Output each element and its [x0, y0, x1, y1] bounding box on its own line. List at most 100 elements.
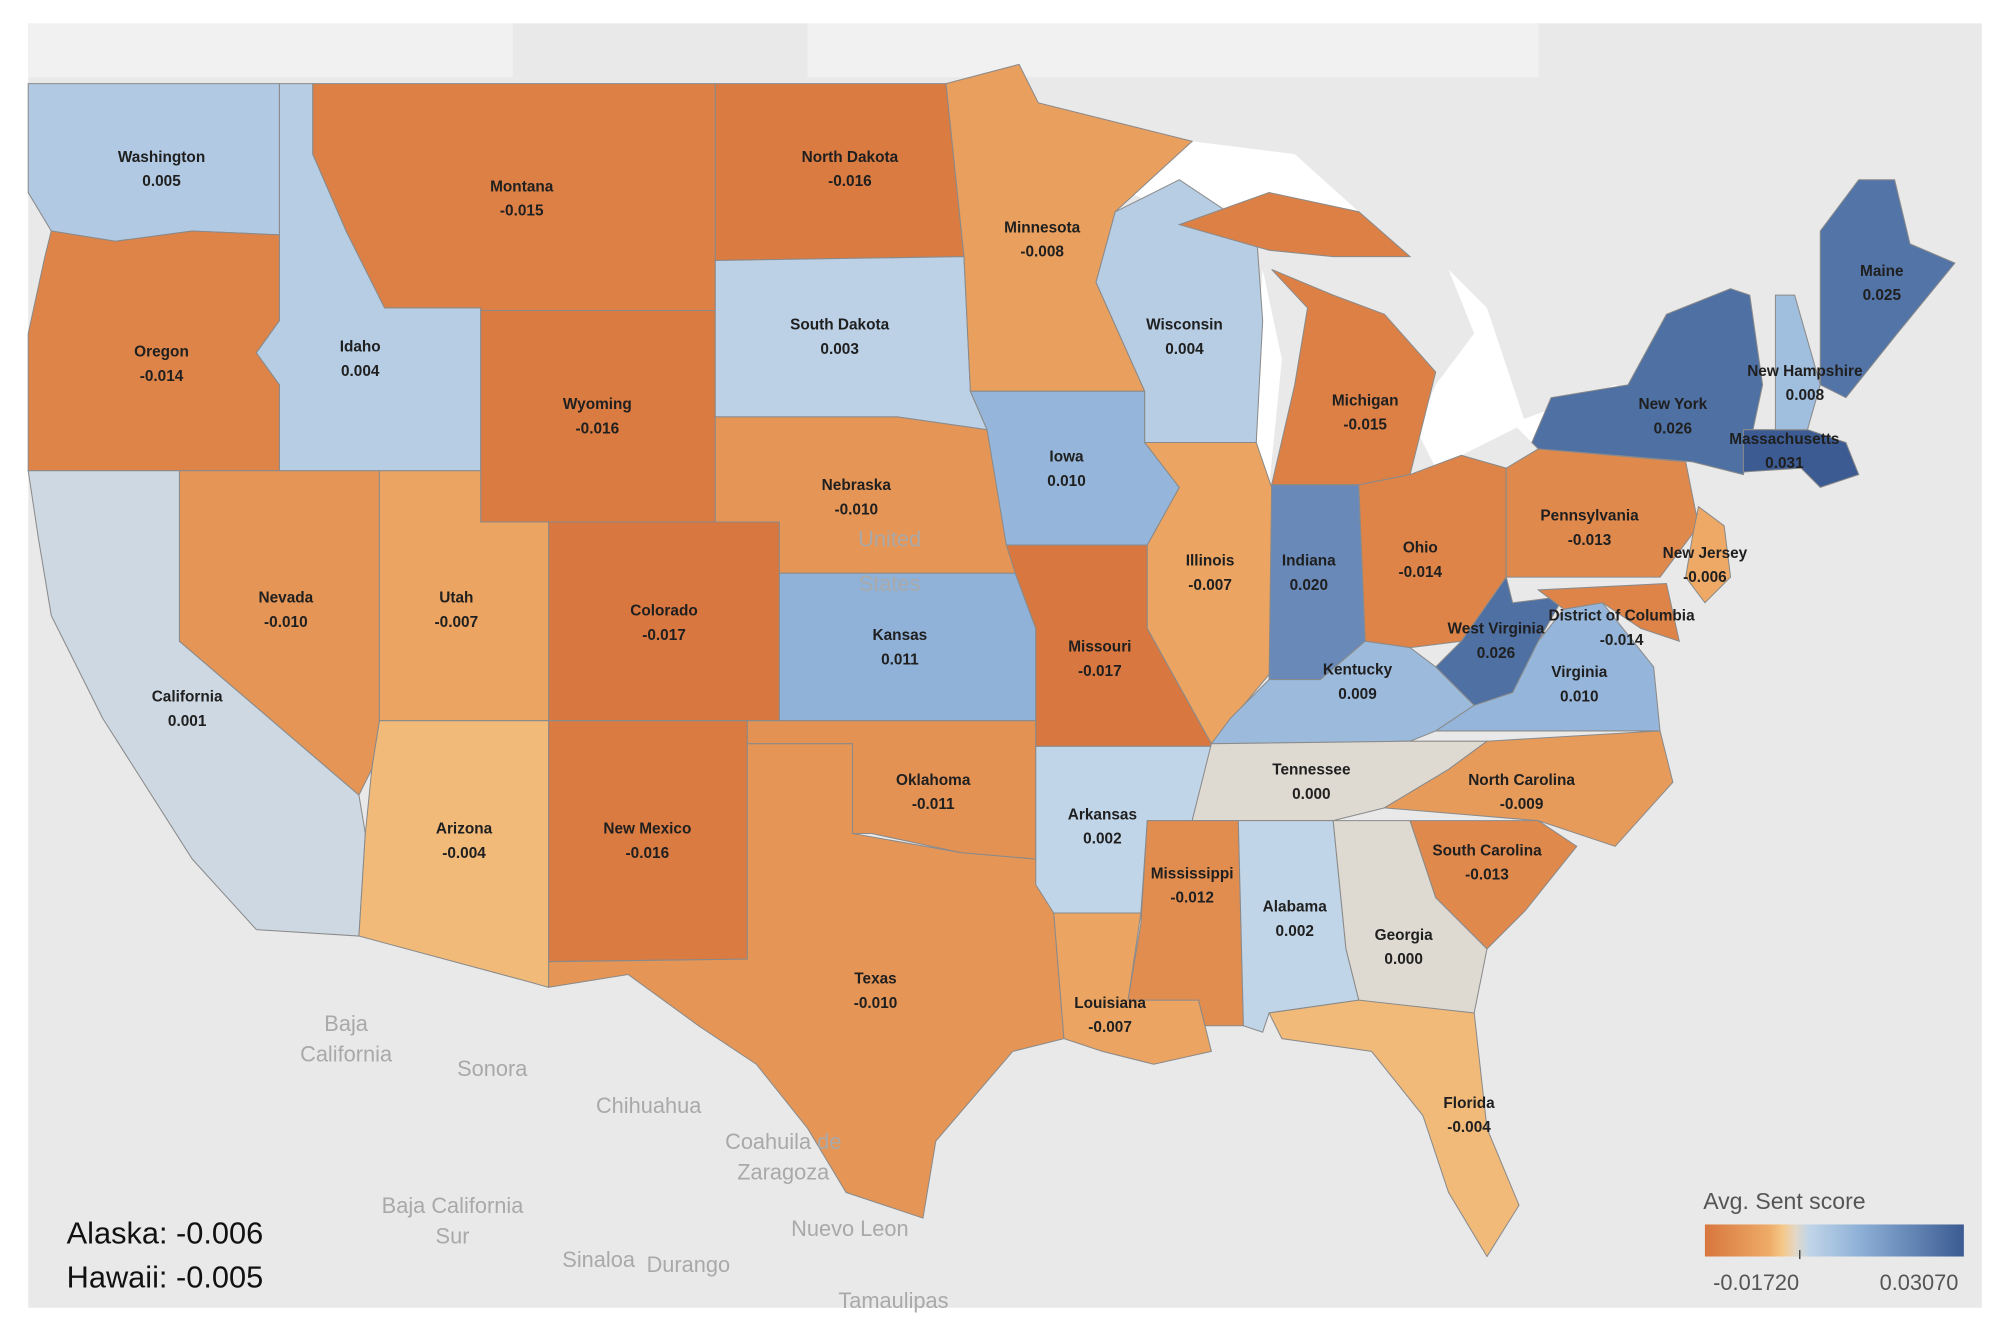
state-name: North Carolina — [1468, 772, 1575, 789]
basemap-label: Baja — [324, 1011, 368, 1036]
state-name: Georgia — [1375, 927, 1434, 944]
state-region — [1053, 912, 1213, 1065]
state-value: -0.015 — [500, 203, 544, 220]
state-value: 0.004 — [341, 363, 380, 380]
state-region — [714, 83, 965, 262]
state-value: 0.009 — [1338, 686, 1376, 703]
legend-title: Avg. Sent score — [1703, 1188, 1865, 1214]
state-name: Texas — [854, 970, 896, 987]
state-name: Oregon — [134, 344, 189, 361]
state-region — [312, 83, 716, 311]
state-name: Indiana — [1282, 553, 1336, 570]
state-value: 0.003 — [820, 341, 858, 358]
state-region — [480, 309, 716, 523]
state-name: Tennessee — [1272, 762, 1351, 779]
state-region — [1268, 999, 1520, 1258]
state-name: New Jersey — [1663, 545, 1748, 562]
footnote: Alaska: -0.006 — [67, 1216, 264, 1251]
basemap-label: Baja California — [382, 1193, 525, 1218]
state-name: Colorado — [630, 603, 697, 620]
state-name: Florida — [1443, 1095, 1495, 1112]
state-region — [1742, 429, 1860, 488]
state-value: -0.010 — [834, 501, 878, 518]
state-value: 0.000 — [1384, 951, 1422, 968]
state-value: 0.005 — [142, 173, 181, 190]
state-name: Massachusetts — [1729, 431, 1839, 448]
basemap-label: California — [300, 1042, 393, 1067]
state-name: Pennsylvania — [1540, 508, 1639, 525]
state-value: 0.008 — [1786, 387, 1825, 404]
state-value: 0.025 — [1863, 287, 1902, 304]
basemap-label: Sonora — [457, 1056, 528, 1081]
state-name: Wisconsin — [1146, 317, 1223, 334]
state-name: Louisiana — [1074, 995, 1146, 1012]
state-name: Oklahoma — [896, 772, 971, 789]
state-value: -0.017 — [1078, 663, 1122, 680]
state-name: New York — [1639, 396, 1708, 413]
state-name: Virginia — [1551, 664, 1608, 681]
state-value: -0.016 — [626, 845, 670, 862]
state-value: -0.006 — [1683, 569, 1727, 586]
states-layer: United States Baja California Sonora Chihuahu… — [27, 63, 1956, 1313]
state-name: Washington — [118, 149, 205, 166]
state-name: Ohio — [1403, 540, 1438, 557]
legend-max-label: 0.03070 — [1880, 1270, 1959, 1295]
state-name: Missouri — [1068, 638, 1131, 655]
state-value: 0.004 — [1165, 341, 1204, 358]
state-value: 0.000 — [1292, 786, 1330, 803]
state-region — [1536, 582, 1680, 642]
state-name: Mississippi — [1151, 865, 1234, 882]
state-value: -0.004 — [442, 845, 486, 862]
state-value: -0.007 — [435, 614, 479, 631]
state-region — [1685, 505, 1732, 604]
state-region — [548, 720, 748, 963]
state-value: 0.010 — [1047, 473, 1085, 490]
state-value: 0.002 — [1083, 831, 1121, 848]
state-value: 0.026 — [1477, 645, 1515, 662]
basemap-label: Coahuila de — [725, 1129, 841, 1154]
state-name: Iowa — [1049, 449, 1084, 466]
state-name: North Dakota — [802, 149, 899, 166]
state-name: Utah — [439, 590, 473, 607]
state-name: Illinois — [1186, 553, 1235, 570]
basemap-label: Sinaloa — [562, 1247, 636, 1272]
state-value: -0.007 — [1188, 577, 1232, 594]
state-value: -0.013 — [1465, 867, 1509, 884]
state-region — [548, 743, 1065, 1219]
state-value: -0.009 — [1500, 796, 1544, 813]
state-value: -0.013 — [1568, 532, 1612, 549]
state-value: -0.016 — [576, 421, 620, 438]
state-region — [1210, 640, 1475, 745]
labels-layer: Washington 0.005 Oregon -0.014 California 0.0… — [118, 149, 1904, 1136]
state-value: -0.007 — [1088, 1019, 1132, 1036]
state-name: Arkansas — [1068, 806, 1137, 823]
state-value: -0.012 — [1170, 890, 1214, 907]
state-region — [548, 521, 780, 722]
state-name: Alabama — [1263, 899, 1328, 916]
state-region — [1382, 730, 1674, 847]
state-region — [1819, 179, 1956, 399]
state-value: -0.004 — [1447, 1119, 1491, 1136]
basemap-label: United — [858, 526, 921, 551]
state-value: -0.014 — [1399, 564, 1443, 581]
state-region — [1434, 575, 1565, 706]
state-name: Maine — [1860, 263, 1904, 280]
state-value: -0.014 — [1600, 632, 1644, 649]
footnote: Hawaii: -0.005 — [67, 1259, 264, 1294]
basemap-label: Tamaulipas — [838, 1288, 948, 1313]
state-value: -0.011 — [912, 796, 955, 813]
state-value: 0.002 — [1275, 923, 1313, 940]
state-value: -0.017 — [642, 627, 686, 644]
state-name: Michigan — [1332, 392, 1399, 409]
lake — [1416, 269, 1526, 469]
state-region — [1531, 288, 1764, 476]
state-value: 0.011 — [881, 651, 919, 668]
basemap-label: Nuevo Leon — [791, 1216, 908, 1241]
basemap-label: Zaragoza — [737, 1160, 830, 1185]
state-name: California — [152, 688, 223, 705]
state-value: 0.010 — [1560, 688, 1598, 705]
basemap-label: Sur — [436, 1224, 470, 1249]
state-name: Nebraska — [822, 477, 892, 494]
state-name: District of Columbia — [1549, 608, 1696, 625]
